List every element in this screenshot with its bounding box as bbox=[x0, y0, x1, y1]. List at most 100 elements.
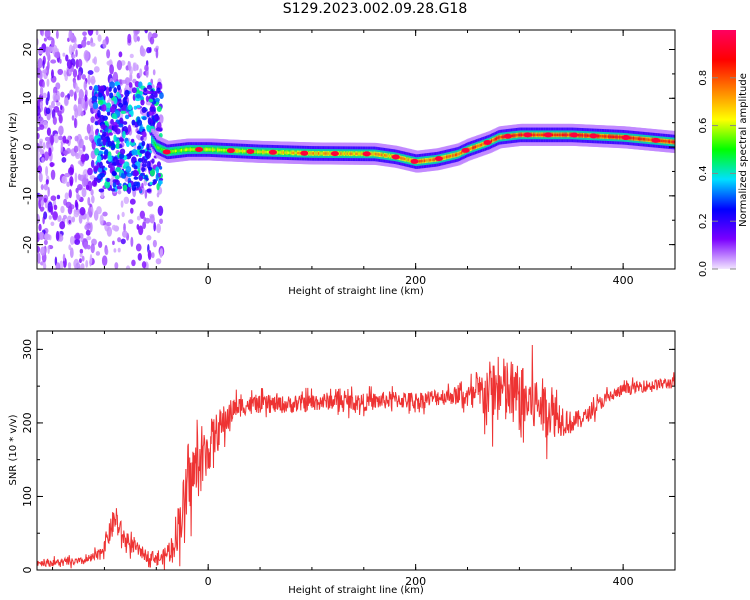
heatmap-cell bbox=[112, 182, 117, 188]
heatmap-cell bbox=[109, 64, 114, 75]
colorbar-label: Normalized spectral amplitude bbox=[738, 73, 749, 227]
heatmap-cell bbox=[108, 132, 113, 136]
heatmap-cell bbox=[141, 131, 147, 138]
line-y-tick-label: 200 bbox=[21, 412, 34, 433]
heatmap-cell bbox=[44, 30, 51, 39]
heatmap-cell bbox=[152, 90, 159, 95]
heatmap-cell bbox=[99, 214, 104, 226]
heatmap-cell bbox=[84, 224, 91, 231]
heatmap-cell bbox=[67, 205, 73, 215]
heatmap-cell bbox=[54, 51, 61, 59]
heatmap-cell bbox=[81, 187, 87, 198]
heatmap-cell bbox=[119, 137, 124, 142]
heatmap-cell bbox=[50, 59, 57, 64]
heatmap-cell bbox=[410, 158, 419, 164]
heatmap-cell bbox=[49, 161, 55, 168]
heatmap-cell bbox=[50, 195, 57, 201]
heatmap-cell bbox=[81, 39, 87, 48]
heatmap-cell bbox=[268, 149, 277, 155]
heatmap-cell bbox=[53, 204, 58, 211]
heatmap-cell bbox=[62, 52, 66, 57]
heatmap-cell bbox=[461, 147, 470, 153]
heatmap-cell bbox=[120, 172, 125, 179]
heatmap-cell bbox=[73, 258, 80, 269]
heatmap-cell bbox=[158, 165, 163, 170]
heatmap-cell bbox=[116, 84, 121, 91]
heatmap-cell bbox=[101, 104, 107, 112]
heatmap-cell bbox=[85, 229, 91, 236]
heatmap-cell bbox=[651, 137, 660, 143]
heatmap-cell bbox=[144, 64, 149, 72]
heatmap-cell bbox=[84, 101, 88, 109]
heatmap-cell bbox=[122, 121, 128, 125]
heatmap-cell bbox=[74, 234, 81, 240]
heatmap-cell bbox=[146, 143, 150, 151]
heatmap-cell bbox=[129, 53, 134, 59]
heatmap-cell bbox=[142, 116, 147, 121]
heatmap-cell bbox=[38, 194, 44, 201]
heatmap-cell bbox=[116, 60, 123, 71]
heatmap-cell bbox=[117, 190, 122, 195]
heatmap-cell bbox=[57, 216, 62, 222]
heatmap-cell bbox=[112, 240, 115, 246]
heatmap-cell bbox=[81, 97, 86, 109]
heatmap-cell bbox=[115, 143, 120, 149]
heatmap-cell bbox=[43, 37, 47, 42]
heatmap-cell bbox=[544, 132, 553, 138]
heatmap-cell bbox=[98, 188, 105, 193]
heatmap-cell bbox=[37, 105, 41, 116]
heatmap-cell bbox=[75, 201, 79, 211]
heatmap-cell bbox=[523, 132, 532, 138]
heatmap-cell bbox=[138, 225, 144, 236]
heatmap-cell bbox=[55, 230, 60, 242]
heatmap-cell bbox=[131, 149, 138, 156]
heatmap-cell bbox=[152, 239, 157, 248]
heatmap-cell bbox=[434, 156, 443, 162]
heatmap-cell bbox=[129, 198, 136, 205]
heatmap-cell bbox=[96, 154, 102, 163]
heatmap-cell bbox=[87, 74, 91, 85]
heatmap-cell bbox=[111, 170, 117, 176]
heatmap-cell bbox=[53, 133, 59, 144]
heatmap-cell bbox=[72, 68, 78, 78]
heatmap-cell bbox=[93, 66, 100, 73]
heatmap-cell bbox=[145, 151, 151, 160]
heatmap-cell bbox=[47, 186, 50, 197]
heatmap-cell bbox=[148, 98, 154, 103]
heatmap-cell bbox=[152, 69, 156, 76]
heatmap-cell bbox=[120, 238, 126, 245]
heatmap-cell bbox=[53, 48, 59, 53]
heatmap-cell bbox=[156, 223, 162, 234]
heatmap-cell bbox=[37, 213, 40, 224]
heatmap-cell bbox=[96, 206, 102, 215]
line-x-tick-label: 0 bbox=[205, 575, 212, 588]
heatmap-cell bbox=[80, 263, 85, 269]
heatmap-cell bbox=[124, 89, 130, 97]
heatmap-cell bbox=[74, 238, 81, 245]
heatmap-cell bbox=[195, 147, 204, 152]
heatmap-cell bbox=[145, 95, 150, 102]
heatmap-cell bbox=[102, 39, 107, 49]
heatmap-cell bbox=[42, 59, 45, 69]
heatmap-cell bbox=[120, 110, 127, 114]
heatmap-cell bbox=[38, 231, 45, 240]
heatmap-cell bbox=[61, 156, 67, 163]
heatmap-cell bbox=[123, 222, 126, 233]
heatmap-cell bbox=[122, 97, 127, 106]
heatmap-cell bbox=[88, 85, 93, 91]
heatmap-cell bbox=[65, 54, 69, 62]
heatmap-cell bbox=[47, 245, 50, 255]
heatmap-cell bbox=[113, 248, 117, 253]
heatmap-cell bbox=[135, 243, 142, 252]
heatmap-cell bbox=[126, 152, 133, 157]
heatmap-cell bbox=[87, 196, 91, 206]
heatmap-cell bbox=[116, 166, 121, 173]
heatmap-cell bbox=[40, 199, 45, 207]
heatmap-cell bbox=[94, 135, 98, 141]
heatmap-cell bbox=[151, 158, 155, 164]
heatmap-cell bbox=[40, 246, 46, 256]
heatmap-cell bbox=[91, 195, 95, 204]
heatmap-cell bbox=[90, 243, 95, 254]
heatmap-cell bbox=[139, 68, 143, 77]
heatmap-cell bbox=[101, 255, 108, 267]
